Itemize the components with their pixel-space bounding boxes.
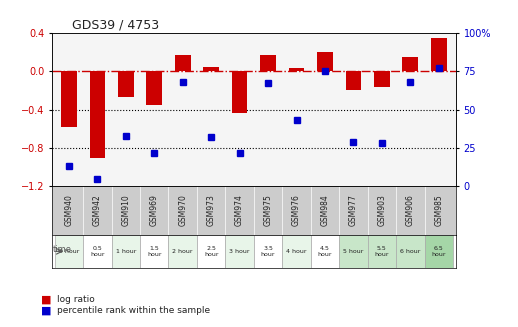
Text: percentile rank within the sample: percentile rank within the sample bbox=[57, 306, 210, 315]
Text: 5 hour: 5 hour bbox=[343, 249, 364, 254]
FancyBboxPatch shape bbox=[425, 234, 453, 268]
Text: GSM984: GSM984 bbox=[321, 195, 329, 226]
FancyBboxPatch shape bbox=[111, 234, 140, 268]
Bar bbox=[402, 57, 418, 71]
Bar bbox=[431, 38, 447, 71]
Text: ■: ■ bbox=[41, 306, 52, 316]
Text: GSM903: GSM903 bbox=[377, 195, 386, 226]
Bar bbox=[90, 71, 105, 158]
Text: GSM969: GSM969 bbox=[150, 195, 159, 226]
FancyBboxPatch shape bbox=[54, 234, 83, 268]
FancyBboxPatch shape bbox=[339, 234, 368, 268]
Text: 4 hour: 4 hour bbox=[286, 249, 307, 254]
Text: GSM974: GSM974 bbox=[235, 195, 244, 226]
Text: time: time bbox=[53, 245, 72, 254]
Text: GSM985: GSM985 bbox=[434, 195, 443, 226]
Text: 4.5
hour: 4.5 hour bbox=[318, 246, 332, 257]
FancyBboxPatch shape bbox=[368, 234, 396, 268]
Text: 1.5
hour: 1.5 hour bbox=[147, 246, 162, 257]
Bar bbox=[61, 71, 77, 127]
Text: GDS39 / 4753: GDS39 / 4753 bbox=[72, 19, 159, 31]
Bar bbox=[346, 71, 361, 90]
Text: 0 hour: 0 hour bbox=[59, 249, 79, 254]
Text: 2 hour: 2 hour bbox=[172, 249, 193, 254]
Text: 3.5
hour: 3.5 hour bbox=[261, 246, 275, 257]
FancyBboxPatch shape bbox=[197, 234, 225, 268]
Bar bbox=[118, 71, 134, 97]
Text: GSM970: GSM970 bbox=[178, 195, 187, 226]
Text: 6 hour: 6 hour bbox=[400, 249, 421, 254]
Text: 3 hour: 3 hour bbox=[229, 249, 250, 254]
Bar bbox=[175, 55, 191, 71]
Text: GSM973: GSM973 bbox=[207, 195, 215, 226]
Bar bbox=[232, 71, 248, 113]
FancyBboxPatch shape bbox=[282, 234, 311, 268]
FancyBboxPatch shape bbox=[311, 234, 339, 268]
FancyBboxPatch shape bbox=[396, 234, 425, 268]
FancyBboxPatch shape bbox=[254, 234, 282, 268]
Bar bbox=[147, 71, 162, 105]
Text: 2.5
hour: 2.5 hour bbox=[204, 246, 219, 257]
Text: 5.5
hour: 5.5 hour bbox=[375, 246, 389, 257]
Text: log ratio: log ratio bbox=[57, 295, 95, 304]
Text: 1 hour: 1 hour bbox=[116, 249, 136, 254]
Text: GSM940: GSM940 bbox=[64, 195, 74, 226]
FancyBboxPatch shape bbox=[225, 234, 254, 268]
Text: GSM942: GSM942 bbox=[93, 195, 102, 226]
Text: GSM977: GSM977 bbox=[349, 195, 358, 226]
Text: GSM910: GSM910 bbox=[121, 195, 131, 226]
Bar bbox=[260, 55, 276, 71]
Text: 0.5
hour: 0.5 hour bbox=[90, 246, 105, 257]
Text: 6.5
hour: 6.5 hour bbox=[431, 246, 446, 257]
Bar bbox=[374, 71, 390, 88]
FancyBboxPatch shape bbox=[83, 234, 111, 268]
Text: GSM975: GSM975 bbox=[264, 195, 272, 226]
Text: ■: ■ bbox=[41, 294, 52, 304]
Bar bbox=[317, 52, 333, 71]
Bar bbox=[203, 67, 219, 71]
Text: GSM976: GSM976 bbox=[292, 195, 301, 226]
Text: GSM906: GSM906 bbox=[406, 195, 415, 226]
Bar bbox=[289, 68, 305, 71]
FancyBboxPatch shape bbox=[168, 234, 197, 268]
FancyBboxPatch shape bbox=[140, 234, 168, 268]
